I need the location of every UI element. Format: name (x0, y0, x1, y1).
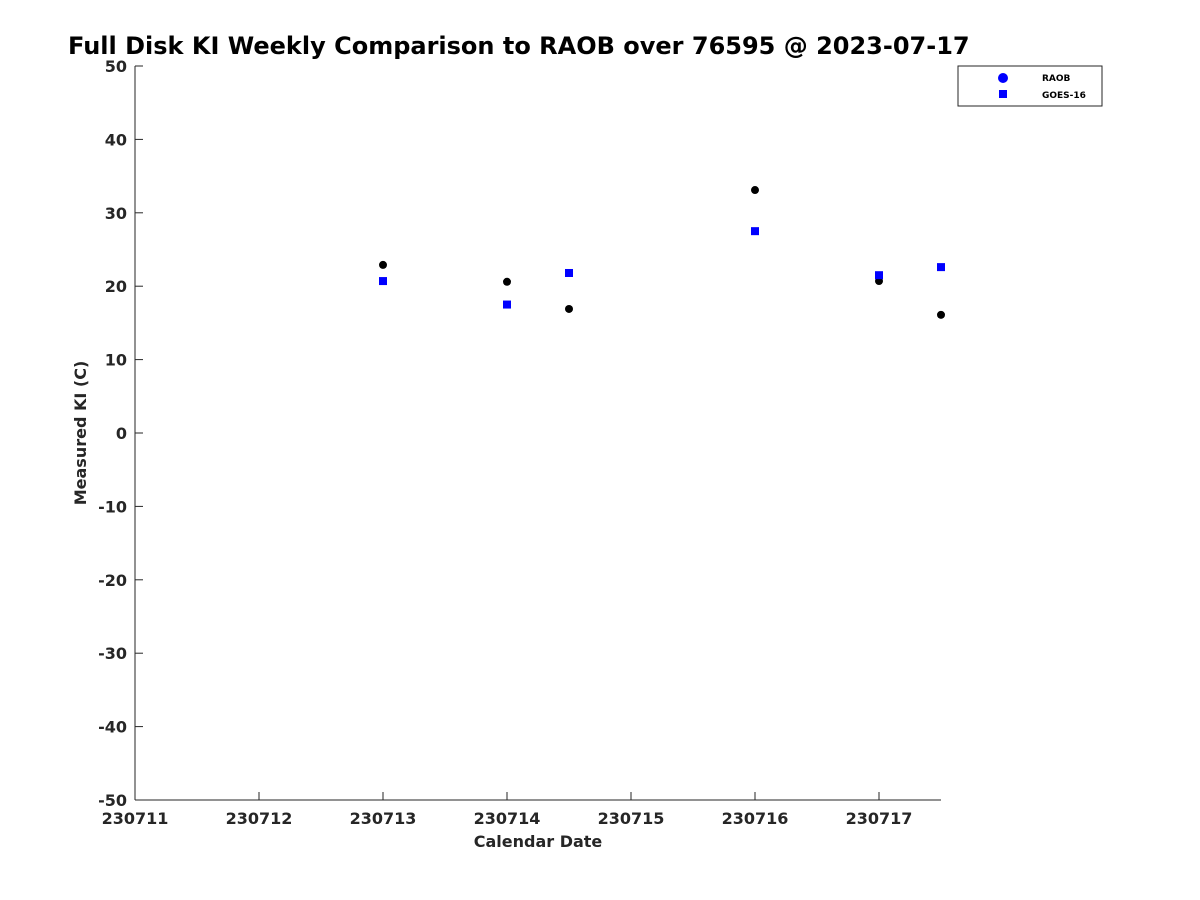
x-tick-label: 230715 (598, 809, 665, 828)
raob-point (937, 310, 945, 319)
axes (134, 66, 941, 801)
goes-16-point (503, 300, 511, 309)
x-axis-label: Calendar Date (474, 832, 603, 851)
data-points (379, 186, 945, 319)
x-ticks: 230711 230712 230713 230714 230715 230716 2307… (102, 792, 913, 828)
y-tick-label: -20 (98, 571, 127, 590)
goes-16-point (875, 271, 883, 280)
y-tick-label: 20 (105, 277, 127, 296)
x-tick-label: 230714 (474, 809, 541, 828)
raob-point (379, 260, 387, 269)
goes-16-point (751, 227, 759, 236)
y-tick-label: -10 (98, 497, 127, 516)
y-tick-label: 0 (116, 424, 127, 443)
x-tick-label: 230711 (102, 809, 169, 828)
raob-point (565, 304, 573, 313)
y-tick-label: 40 (105, 130, 127, 149)
legend-goes16-label: GOES-16 (1042, 91, 1086, 101)
legend-box (957, 65, 1103, 107)
chart-title: Full Disk KI Weekly Comparison to RAOB o… (68, 32, 970, 60)
legend-raob-marker (998, 73, 1008, 83)
raob-point (503, 277, 511, 286)
y-tick-label: -50 (98, 791, 127, 810)
x-tick-label: 230717 (846, 809, 913, 828)
y-tick-label: 50 (105, 57, 127, 76)
x-tick-label: 230716 (722, 809, 789, 828)
goes-16-point (379, 277, 387, 286)
goes-16-point (937, 263, 945, 272)
raob-point (751, 186, 759, 195)
y-tick-label: -30 (98, 644, 127, 663)
x-tick-label: 230713 (350, 809, 417, 828)
y-tick-label: 30 (105, 204, 127, 223)
y-axis-label: Measured KI (C) (71, 361, 90, 506)
goes-16-point (565, 268, 573, 277)
legend: RAOB GOES-16 (957, 65, 1103, 107)
y-tick-label: 10 (105, 351, 127, 370)
y-ticks: 50 40 30 20 10 0 -10 -20 -30 -40 -50 (98, 57, 143, 810)
y-tick-label: -40 (98, 718, 127, 737)
legend-raob-label: RAOB (1042, 74, 1071, 84)
legend-goes16-marker (999, 90, 1007, 98)
x-tick-label: 230712 (226, 809, 293, 828)
